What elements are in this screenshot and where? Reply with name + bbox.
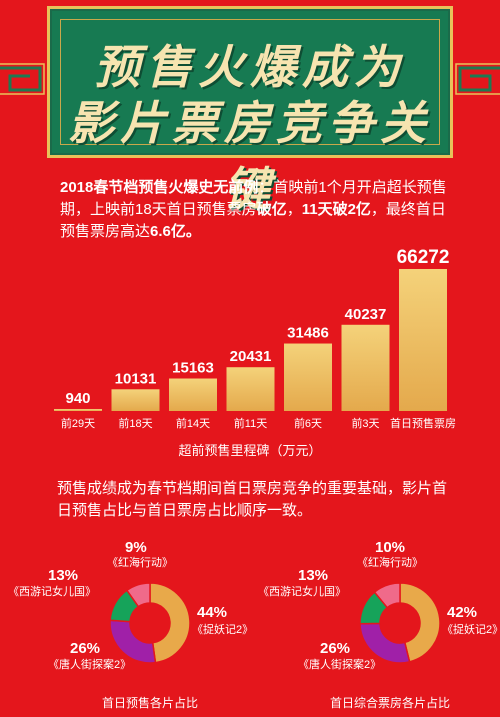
donut-percent-label: 10% bbox=[375, 539, 405, 556]
bar-category-label: 前18天 bbox=[118, 416, 152, 430]
presale-share-donut: 44%《捉妖记2》 26%《唐人街探案2》 13%《西游记女儿国》 9%《红海行动》首… bbox=[8, 539, 250, 710]
bar-category-label: 前29天 bbox=[61, 416, 95, 430]
bar-category-label: 首日预售票房 bbox=[390, 416, 456, 430]
bar-category-label: 前14天 bbox=[176, 416, 210, 430]
donut-percent-label: 9% bbox=[125, 539, 147, 556]
bar-value-label: 20431 bbox=[230, 348, 272, 365]
title-banner: 预售火爆成为 影片票房竞争关键 bbox=[47, 6, 453, 216]
intro-bold-3: 6.6亿。 bbox=[150, 223, 201, 240]
banner-side-ornaments bbox=[0, 63, 500, 95]
intro-bold-2: 11天破2亿 bbox=[301, 201, 371, 218]
donut-percent-label: 26% bbox=[70, 640, 100, 657]
donut-slice-3 bbox=[125, 582, 151, 608]
donut-slice-0 bbox=[149, 582, 191, 664]
bar-category-label: 前6天 bbox=[294, 416, 322, 430]
intro-lead: 2018春节档预售火爆史无前例 bbox=[60, 179, 259, 196]
bar-chart-caption: 超前预售里程碑（万元） bbox=[178, 443, 322, 458]
intro-bold-1: 破亿 bbox=[256, 201, 287, 218]
donut-percent-label: 13% bbox=[298, 567, 328, 584]
bar-1 bbox=[111, 389, 160, 411]
donut-slice-label: 《唐人街探案2》 bbox=[298, 657, 381, 671]
donut-slice-1 bbox=[109, 619, 157, 664]
bar-category-label: 前3天 bbox=[351, 416, 379, 430]
donut-slice-label: 《捉妖记2》 bbox=[192, 622, 250, 636]
donut-percent-label: 42% bbox=[447, 604, 477, 621]
bar-category-label: 前11天 bbox=[234, 416, 267, 430]
presale-bar-chart: 940 前29天 10131 前18天 15163 前14天 20431 前11天 31486 前… bbox=[54, 247, 456, 430]
donut-caption: 首日预售各片占比 bbox=[102, 695, 198, 710]
bar-value-label: 10131 bbox=[115, 370, 157, 387]
bar-value-label: 40237 bbox=[345, 306, 387, 323]
bar-4 bbox=[284, 343, 332, 411]
donut-slice-1 bbox=[359, 622, 411, 664]
donut-slice-label: 《西游记女儿国》 bbox=[8, 584, 96, 598]
intro-text-3: ，最终首日预售票房高达 bbox=[60, 201, 446, 240]
donut-percent-label: 44% bbox=[197, 604, 227, 621]
donut-slice-label: 《捉妖记2》 bbox=[442, 622, 500, 636]
banner-inner-border bbox=[60, 19, 440, 145]
bar-value-label: 15163 bbox=[172, 360, 214, 377]
banner-title-line-1: 预售火爆成为 bbox=[94, 40, 406, 94]
donut-percent-label: 26% bbox=[320, 640, 350, 657]
intro-text-1: ：首映前1个月开启超长预售期，上映前18天首日预售票房 bbox=[60, 179, 447, 218]
donut-percent-label: 13% bbox=[48, 567, 78, 584]
bar-6 bbox=[399, 268, 447, 411]
intro-text-2: ， bbox=[286, 201, 302, 218]
banner-title-line-2: 影片票房竞争关键 bbox=[68, 96, 432, 216]
bar-5 bbox=[341, 324, 390, 411]
bar-0 bbox=[54, 408, 102, 411]
donut-slice-label: 《西游记女儿国》 bbox=[258, 584, 346, 598]
donut-slice-0 bbox=[399, 582, 441, 663]
bar-2 bbox=[169, 378, 217, 411]
bar-value-label: 940 bbox=[65, 390, 90, 407]
bar-value-label: 31486 bbox=[287, 325, 329, 342]
donut-slice-3 bbox=[373, 582, 401, 609]
bar-3 bbox=[226, 367, 275, 411]
donut-slice-label: 《红海行动》 bbox=[357, 555, 423, 569]
pie-intro-paragraph: 预售成绩成为春节档期间首日票房竞争的重要基础，影片首日预售占比与首日票房占比顺序… bbox=[57, 480, 448, 519]
donut-slice-label: 《红海行动》 bbox=[107, 555, 173, 569]
donut-slice-label: 《唐人街探案2》 bbox=[48, 657, 131, 671]
intro-paragraph: 2018春节档预售火爆史无前例：首映前1个月开启超长预售期，上映前18天首日预售… bbox=[60, 177, 450, 243]
boxoffice-share-donut: 42%《捉妖记2》 26%《唐人街探案2》 13%《西游记女儿国》 10%《红海行动》… bbox=[258, 539, 500, 710]
donut-caption: 首日综合票房各片占比 bbox=[330, 695, 450, 710]
bar-value-label: 66272 bbox=[397, 247, 450, 268]
